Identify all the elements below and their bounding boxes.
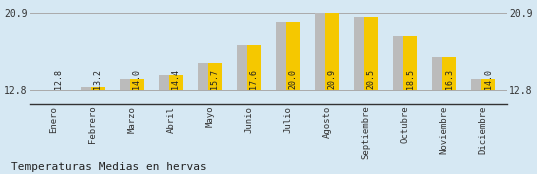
Text: 15.7: 15.7 xyxy=(211,69,220,89)
Text: Temperaturas Medias en hervas: Temperaturas Medias en hervas xyxy=(11,162,207,172)
Bar xyxy=(403,36,417,90)
Bar xyxy=(130,79,144,90)
Bar xyxy=(471,79,485,90)
Bar xyxy=(481,79,495,90)
Text: 20.0: 20.0 xyxy=(288,69,297,89)
Bar xyxy=(354,17,368,90)
Text: 13.2: 13.2 xyxy=(93,69,103,89)
Text: 20.9: 20.9 xyxy=(328,69,337,89)
Bar xyxy=(120,79,134,90)
Bar xyxy=(91,87,105,90)
Text: 14.0: 14.0 xyxy=(133,69,141,89)
Text: 14.4: 14.4 xyxy=(171,69,180,89)
Bar xyxy=(364,17,378,90)
Text: 17.6: 17.6 xyxy=(250,69,258,89)
Bar xyxy=(442,57,456,90)
Bar xyxy=(432,57,446,90)
Bar xyxy=(198,63,212,90)
Bar xyxy=(286,22,300,90)
Bar xyxy=(237,45,251,90)
Bar xyxy=(325,13,339,90)
Bar xyxy=(276,22,290,90)
Bar xyxy=(159,75,173,90)
Bar xyxy=(315,13,329,90)
Bar xyxy=(208,63,222,90)
Bar xyxy=(81,87,95,90)
Bar xyxy=(169,75,183,90)
Text: 18.5: 18.5 xyxy=(405,69,415,89)
Text: 20.5: 20.5 xyxy=(367,69,375,89)
Bar xyxy=(393,36,407,90)
Bar xyxy=(247,45,261,90)
Text: 16.3: 16.3 xyxy=(445,69,454,89)
Text: 12.8: 12.8 xyxy=(54,69,63,89)
Text: 14.0: 14.0 xyxy=(484,69,492,89)
